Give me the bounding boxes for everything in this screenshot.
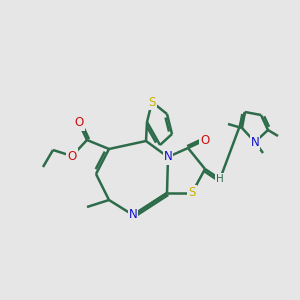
Text: N: N [250,136,260,148]
Text: O: O [74,116,84,130]
Text: N: N [164,151,172,164]
Text: H: H [216,174,224,184]
Text: O: O [200,134,210,146]
Text: N: N [129,208,137,221]
Text: S: S [148,95,156,109]
Text: O: O [68,149,76,163]
Text: S: S [188,187,196,200]
